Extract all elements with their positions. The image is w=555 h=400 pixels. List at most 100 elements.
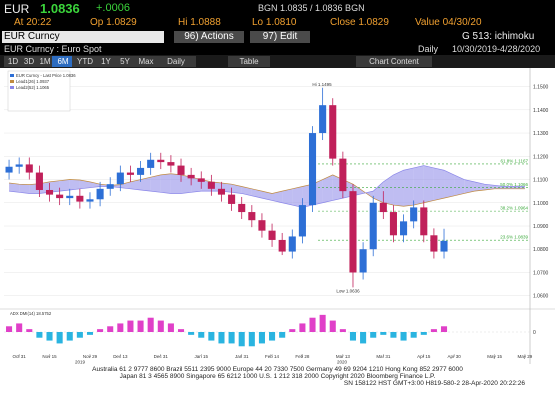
x-tick-label: Apr 15	[417, 354, 431, 359]
footer: Australia 61 2 9777 8600 Brazil 5511 239…	[0, 366, 555, 400]
cloud-fill	[474, 181, 485, 192]
legend-box	[7, 70, 71, 112]
candle-body	[35, 172, 43, 190]
histogram-bar	[309, 317, 316, 332]
y-tick-label: 1.0900	[533, 224, 549, 230]
candle-body	[76, 195, 84, 202]
cloud-fill	[464, 179, 475, 194]
edit-button[interactable]: 97) Edit	[250, 31, 310, 43]
histogram-bar	[107, 326, 114, 332]
histogram-bar	[66, 332, 73, 341]
y-tick-label: 1.0800	[533, 247, 549, 253]
tab[interactable]: YTD	[72, 56, 98, 67]
candle-body	[278, 239, 286, 252]
histogram-bar	[329, 320, 336, 332]
tab[interactable]: Chart Content	[356, 56, 432, 67]
actions-button[interactable]: 96) Actions	[174, 31, 244, 43]
tab[interactable]: 1Y	[96, 56, 116, 67]
candle-body	[258, 220, 266, 231]
cloud-fill	[322, 174, 333, 203]
cloud-fill	[89, 181, 101, 188]
time: At 20:22	[14, 17, 52, 28]
candle-body	[308, 133, 317, 206]
histogram-bar	[390, 332, 397, 338]
cloud-fill	[413, 165, 424, 206]
x-year-label: 2019	[75, 360, 86, 365]
y-tick-label: 1.1200	[533, 154, 549, 160]
tab[interactable]: 1M	[36, 56, 54, 67]
histogram-bar	[289, 329, 296, 332]
ticker: EUR	[4, 2, 30, 16]
histogram-bar	[400, 332, 407, 341]
histogram-bar	[26, 329, 33, 332]
cloud-fill	[282, 188, 293, 206]
security-field[interactable]: EUR Curncy	[2, 31, 164, 43]
tab[interactable]: 1D	[4, 56, 22, 67]
x-tick-label: May 29	[518, 354, 533, 359]
plot-background	[0, 68, 555, 366]
histogram-bar	[410, 332, 417, 338]
histogram-bar	[117, 323, 124, 332]
legend-swatch	[10, 74, 14, 77]
candle-body	[319, 105, 327, 134]
cloud-line	[9, 173, 525, 207]
cloud-fill	[444, 170, 455, 199]
security-name: EUR Curncy : Euro Spot	[4, 44, 102, 54]
tab[interactable]: Max	[134, 56, 158, 67]
candle-body	[177, 165, 185, 175]
candle-body	[197, 178, 205, 182]
candle-body	[440, 240, 448, 252]
candle-body	[410, 207, 418, 222]
histogram-bar	[440, 326, 448, 332]
cloud-fill	[423, 165, 434, 203]
candle-body	[420, 207, 428, 236]
histogram-bar	[147, 317, 154, 332]
cloud-fill	[59, 179, 70, 192]
cloud-fill	[160, 173, 171, 194]
tab[interactable]: 6M	[52, 56, 74, 67]
open: Op 1.0829	[90, 17, 137, 28]
candle-body	[349, 191, 357, 273]
tab[interactable]: Daily	[156, 56, 196, 67]
cloud-fill	[120, 181, 131, 189]
histogram-bar	[97, 329, 104, 332]
tab[interactable]: 5Y	[114, 56, 136, 67]
cloud-fill	[231, 184, 242, 194]
x-tick-label: Jan 31	[235, 354, 249, 359]
y-tick-label: 1.1100	[533, 178, 548, 184]
x-tick-label: Mar 31	[376, 354, 391, 359]
candle-body	[126, 172, 134, 175]
subheader: EUR Curncy : Euro Spot Daily 10/30/2019-…	[0, 44, 555, 55]
candle-body	[359, 249, 367, 273]
toolbar: EUR Curncy 96) Actions 97) Edit G 513: i…	[0, 30, 555, 44]
histogram-bar	[238, 332, 245, 347]
cloud-fill	[140, 177, 151, 192]
x-tick-label: Nov 15	[42, 354, 57, 359]
histogram-bar	[360, 332, 367, 344]
high: Hi 1.0888	[178, 17, 221, 28]
histogram-bar	[420, 332, 427, 335]
candle-body	[238, 203, 246, 213]
candle-body	[45, 189, 54, 195]
close: Close 1.0829	[330, 17, 389, 28]
cloud-fill	[383, 174, 394, 206]
cloud-fill	[292, 186, 303, 208]
candle-body	[66, 195, 74, 199]
cloud-fill	[130, 179, 141, 190]
tab[interactable]: 3D	[20, 56, 38, 67]
cloud-fill	[49, 180, 60, 193]
x-tick-label: Feb 28	[295, 354, 310, 359]
candle-body	[228, 194, 236, 204]
tab[interactable]: Table	[228, 56, 270, 67]
cloud-fill	[454, 174, 465, 196]
cloud-fill	[433, 167, 445, 201]
candle-body	[5, 166, 13, 173]
y-tick-label: 1.0700	[533, 270, 549, 276]
candle-body	[217, 188, 226, 195]
x-tick-label: Nov 29	[83, 354, 98, 359]
candle-body	[248, 212, 256, 221]
candle-body	[339, 158, 347, 192]
histogram-bar	[157, 320, 164, 332]
cloud-fill	[241, 186, 252, 196]
